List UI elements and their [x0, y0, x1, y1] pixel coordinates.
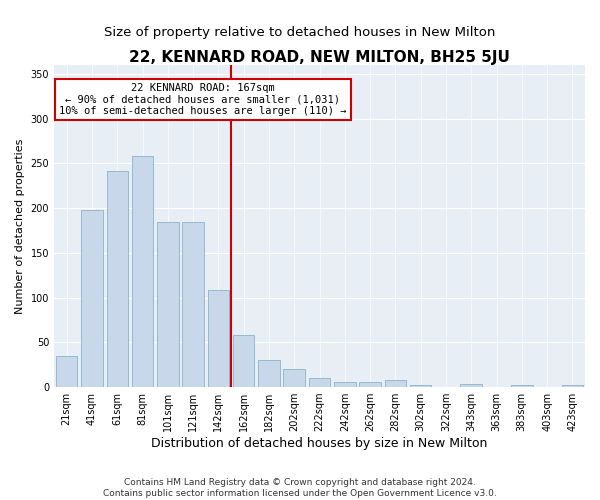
Bar: [81, 210, 103, 387]
X-axis label: Distribution of detached houses by size in New Milton: Distribution of detached houses by size …: [151, 437, 488, 450]
Bar: [157, 222, 179, 387]
Bar: [385, 380, 406, 387]
Text: Contains HM Land Registry data © Crown copyright and database right 2024.
Contai: Contains HM Land Registry data © Crown c…: [103, 478, 497, 498]
Text: 22 KENNARD ROAD: 167sqm
← 90% of detached houses are smaller (1,031)
10% of semi: 22 KENNARD ROAD: 167sqm ← 90% of detache…: [59, 82, 346, 116]
Bar: [233, 335, 254, 387]
Bar: [359, 382, 381, 387]
Bar: [562, 386, 583, 387]
Bar: [132, 156, 153, 387]
Text: Size of property relative to detached houses in New Milton: Size of property relative to detached ho…: [104, 26, 496, 39]
Bar: [309, 378, 330, 387]
Bar: [511, 386, 533, 387]
Y-axis label: Number of detached properties: Number of detached properties: [15, 138, 25, 314]
Title: 22, KENNARD ROAD, NEW MILTON, BH25 5JU: 22, KENNARD ROAD, NEW MILTON, BH25 5JU: [129, 50, 510, 65]
Bar: [56, 356, 77, 387]
Bar: [460, 384, 482, 387]
Bar: [182, 222, 204, 387]
Bar: [410, 386, 431, 387]
Bar: [258, 360, 280, 387]
Bar: [334, 382, 356, 387]
Bar: [107, 170, 128, 387]
Bar: [208, 290, 229, 387]
Bar: [283, 369, 305, 387]
